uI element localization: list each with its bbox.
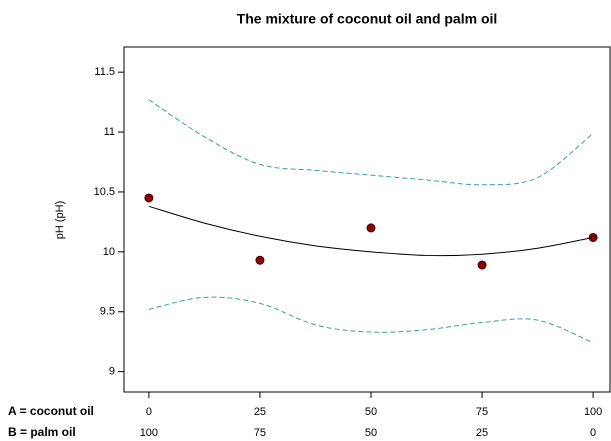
plot-frame xyxy=(123,46,611,393)
y-tick-label: 11.5 xyxy=(94,66,115,78)
x-tick-label: 50 xyxy=(365,406,377,418)
y-tick-label: 9.5 xyxy=(100,306,115,318)
data-point xyxy=(255,255,265,265)
confidence-band xyxy=(148,99,594,186)
x-tick-label: 75 xyxy=(476,406,488,418)
y-tick-label: 10.5 xyxy=(94,186,115,198)
x2-tick-label: 50 xyxy=(365,427,377,439)
fit-line xyxy=(148,205,594,257)
data-point xyxy=(366,223,376,233)
x2-tick-label: 75 xyxy=(254,427,266,439)
x2-tick-label: 0 xyxy=(590,427,596,439)
x2-tick-label: 100 xyxy=(140,427,158,439)
y-tick-label: 10 xyxy=(103,246,115,258)
x2-tick-label: 25 xyxy=(476,427,488,439)
confidence-band xyxy=(148,296,594,344)
x-axis-label: A = coconut oil xyxy=(8,404,94,418)
y-tick-label: 9 xyxy=(109,366,115,378)
data-point xyxy=(144,193,154,203)
x-tick-label: 25 xyxy=(254,406,266,418)
data-point xyxy=(477,260,487,270)
y-tick-label: 11 xyxy=(104,126,115,138)
y-axis-label: pH (pH) xyxy=(54,201,66,240)
chart-title: The mixture of coconut oil and palm oil xyxy=(237,11,498,27)
x-tick-label: 100 xyxy=(584,406,602,418)
x-tick-label: 0 xyxy=(146,406,152,418)
x2-axis-label: B = palm oil xyxy=(8,425,76,439)
